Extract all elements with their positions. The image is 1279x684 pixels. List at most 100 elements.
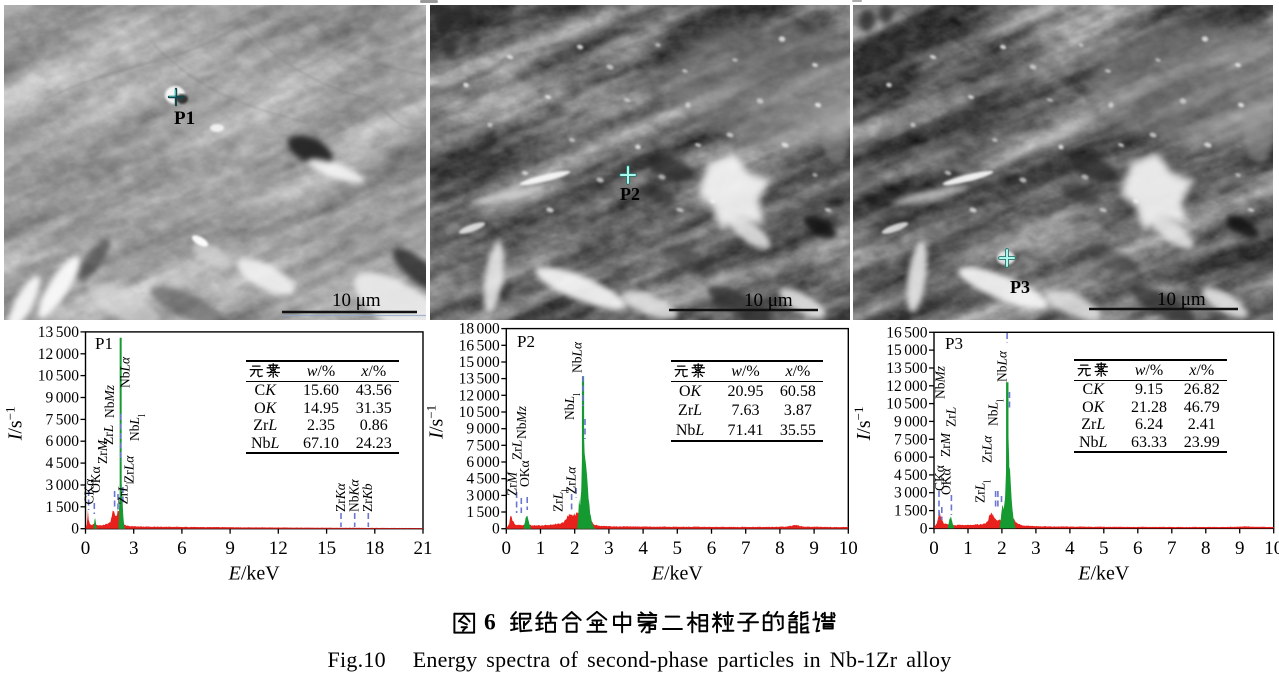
svg-text:3: 3 bbox=[1031, 538, 1041, 559]
svg-text:6 000: 6 000 bbox=[894, 449, 928, 466]
svg-text:18 000: 18 000 bbox=[459, 321, 500, 338]
svg-text:13 500: 13 500 bbox=[38, 324, 79, 341]
svg-text:OKα: OKα bbox=[939, 468, 954, 495]
svg-text:4: 4 bbox=[1065, 538, 1075, 559]
svg-text:8: 8 bbox=[775, 538, 785, 559]
svg-text:15 000: 15 000 bbox=[886, 342, 927, 359]
svg-text:10 500: 10 500 bbox=[459, 404, 500, 421]
svg-text:ZrKα: ZrKα bbox=[333, 482, 348, 512]
svg-text:10 500: 10 500 bbox=[886, 396, 927, 413]
svg-text:4 500: 4 500 bbox=[894, 467, 928, 484]
svg-text:18: 18 bbox=[365, 538, 384, 559]
svg-text:P1: P1 bbox=[174, 108, 195, 129]
svg-text:ZrKb: ZrKb bbox=[360, 483, 375, 512]
svg-text:2: 2 bbox=[570, 538, 580, 559]
svg-text:2: 2 bbox=[997, 538, 1007, 559]
svg-text:5: 5 bbox=[1099, 538, 1109, 559]
svg-text:ZrM: ZrM bbox=[938, 432, 953, 457]
svg-text:P1: P1 bbox=[95, 334, 113, 353]
svg-text:6 000: 6 000 bbox=[46, 433, 80, 450]
svg-text:7 500: 7 500 bbox=[46, 411, 80, 428]
svg-text:6: 6 bbox=[1133, 538, 1143, 559]
svg-text:E/keV: E/keV bbox=[228, 563, 281, 585]
svg-text:12 000: 12 000 bbox=[886, 378, 927, 395]
svg-text:9: 9 bbox=[225, 538, 235, 559]
svg-text:CKα: CKα bbox=[82, 479, 97, 505]
svg-text:ZrLα: ZrLα bbox=[980, 435, 995, 463]
svg-text:12: 12 bbox=[269, 538, 288, 559]
svg-text:7: 7 bbox=[1167, 538, 1177, 559]
svg-text:3 000: 3 000 bbox=[46, 477, 80, 494]
svg-text:1 500: 1 500 bbox=[46, 499, 80, 516]
svg-text:E/keV: E/keV bbox=[1077, 562, 1130, 584]
svg-text:1: 1 bbox=[536, 538, 546, 559]
svg-text:9: 9 bbox=[1235, 538, 1245, 559]
svg-text:NbLα: NbLα bbox=[118, 356, 133, 388]
svg-text:7 500: 7 500 bbox=[894, 431, 928, 448]
svg-text:I/s−1: I/s−1 bbox=[2, 406, 27, 441]
svg-text:10 μm: 10 μm bbox=[744, 290, 793, 311]
svg-text:ZrM: ZrM bbox=[505, 471, 520, 496]
svg-text:1 500: 1 500 bbox=[894, 503, 928, 520]
svg-text:9 000: 9 000 bbox=[46, 390, 80, 407]
svg-text:10 μm: 10 μm bbox=[1157, 289, 1206, 310]
svg-text:3 000: 3 000 bbox=[466, 487, 500, 504]
svg-text:15 000: 15 000 bbox=[459, 354, 500, 371]
svg-text:10: 10 bbox=[839, 538, 858, 559]
svg-text:P2: P2 bbox=[517, 332, 535, 351]
svg-text:6: 6 bbox=[484, 610, 496, 636]
svg-text:P3: P3 bbox=[1010, 277, 1030, 297]
svg-text:OKα: OKα bbox=[517, 460, 532, 487]
svg-text:4 500: 4 500 bbox=[466, 471, 500, 488]
svg-text:10 500: 10 500 bbox=[38, 368, 79, 385]
svg-text:NbMz: NbMz bbox=[933, 365, 948, 399]
svg-text:0: 0 bbox=[492, 521, 500, 538]
svg-text:10 μm: 10 μm bbox=[332, 290, 381, 311]
svg-text:10: 10 bbox=[1264, 538, 1279, 559]
svg-text:ZrM: ZrM bbox=[95, 439, 110, 464]
svg-text:E/keV: E/keV bbox=[651, 563, 704, 585]
svg-text:4 500: 4 500 bbox=[46, 455, 80, 472]
svg-text:7 500: 7 500 bbox=[466, 437, 500, 454]
svg-text:P3: P3 bbox=[945, 334, 963, 353]
svg-text:12 000: 12 000 bbox=[459, 387, 500, 404]
svg-text:6 000: 6 000 bbox=[466, 454, 500, 471]
svg-text:0: 0 bbox=[929, 538, 939, 559]
svg-text:5: 5 bbox=[673, 538, 683, 559]
svg-text:P2: P2 bbox=[620, 184, 640, 204]
svg-text:NbLα: NbLα bbox=[570, 341, 585, 373]
svg-text:0: 0 bbox=[71, 521, 79, 538]
svg-text:0: 0 bbox=[920, 520, 928, 537]
svg-text:9: 9 bbox=[809, 538, 819, 559]
svg-text:8: 8 bbox=[1201, 538, 1211, 559]
svg-text:3: 3 bbox=[129, 538, 139, 559]
svg-text:ZrL: ZrL bbox=[510, 440, 525, 460]
svg-text:3 000: 3 000 bbox=[894, 485, 928, 502]
svg-text:OKα: OKα bbox=[88, 466, 103, 493]
svg-text:CKα: CKα bbox=[932, 465, 947, 491]
svg-text:6: 6 bbox=[707, 538, 717, 559]
svg-text:NbMz: NbMz bbox=[514, 405, 529, 439]
svg-text:0: 0 bbox=[81, 538, 91, 559]
svg-text:9 000: 9 000 bbox=[466, 421, 500, 438]
svg-text:9 000: 9 000 bbox=[894, 413, 928, 430]
svg-text:13 500: 13 500 bbox=[459, 371, 500, 388]
svg-text:ZrLα: ZrLα bbox=[122, 455, 137, 483]
svg-text:6: 6 bbox=[177, 538, 187, 559]
svg-text:NbLα: NbLα bbox=[995, 350, 1010, 382]
svg-text:NbMz: NbMz bbox=[102, 384, 117, 418]
svg-text:21: 21 bbox=[414, 538, 433, 559]
svg-text:16 500: 16 500 bbox=[459, 337, 500, 354]
svg-text:13 500: 13 500 bbox=[886, 360, 927, 377]
svg-text:0: 0 bbox=[502, 538, 512, 559]
svg-text:ZrLα: ZrLα bbox=[564, 466, 579, 494]
svg-text:NbKα: NbKα bbox=[347, 478, 362, 512]
svg-text:16 500: 16 500 bbox=[886, 324, 927, 341]
svg-text:4: 4 bbox=[638, 538, 648, 559]
svg-text:12 000: 12 000 bbox=[38, 346, 79, 363]
svg-text:ZrL: ZrL bbox=[101, 425, 116, 445]
svg-text:1 500: 1 500 bbox=[466, 504, 500, 521]
svg-text:3: 3 bbox=[604, 538, 614, 559]
svg-text:ZrL: ZrL bbox=[944, 407, 959, 427]
svg-text:15: 15 bbox=[317, 538, 336, 559]
